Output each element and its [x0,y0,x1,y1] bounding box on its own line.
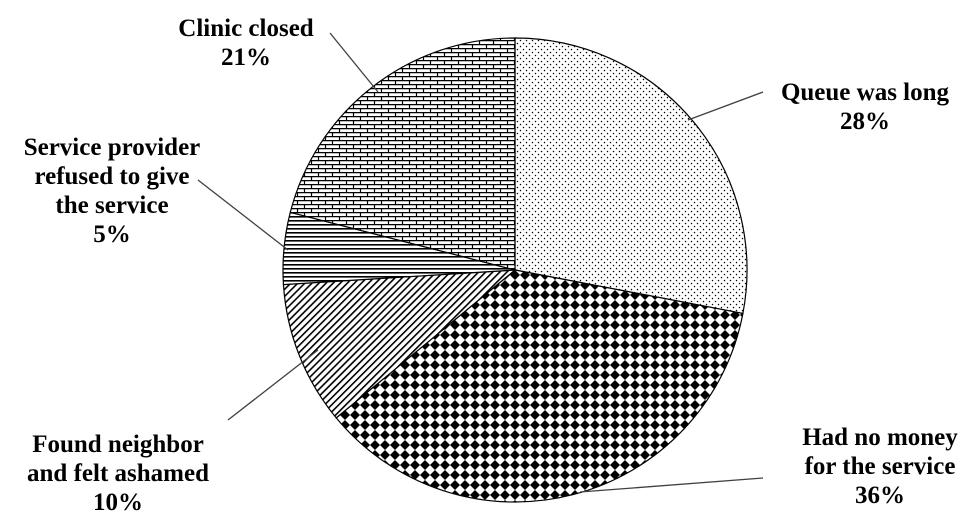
leader-line [197,179,289,251]
leader-line [227,349,319,421]
pie-slice-queue-was-long [514,37,748,315]
data-label-line: Clinic closed [178,15,314,42]
leader-line [579,477,764,493]
data-label: Found neighbor and felt ashamed 10% [27,431,209,516]
data-label-line: Service provider [24,134,201,161]
data-label-line: and felt ashamed [27,460,209,487]
pie-slice-clinic-closed [289,37,516,271]
data-label-line: the service [55,192,168,219]
data-label-line: for the service [805,453,956,480]
data-label-percent: 10% [93,489,143,516]
data-label-line: Found neighbor [32,431,204,458]
data-label-percent: 5% [93,221,131,248]
data-label-percent: 21% [221,44,271,71]
data-label: Service provider refused to give the servi… [24,134,201,248]
data-label-percent: 28% [840,108,890,135]
leader-line [687,91,764,121]
data-label-line: Queue was long [781,79,950,106]
data-label-percent: 36% [855,482,905,509]
pie-slice-found-neighbor-and-felt-ashamed [282,269,517,419]
data-label: Queue was long 28% [781,79,950,135]
data-label: Clinic closed 21% [178,15,314,71]
data-label: Had no money for the service 36% [802,424,958,509]
data-label-line: Had no money [802,424,958,451]
leader-line [329,32,379,93]
data-label-line: refused to give [34,163,189,190]
pie-slice-had-no-money-for-the-service [335,269,744,503]
